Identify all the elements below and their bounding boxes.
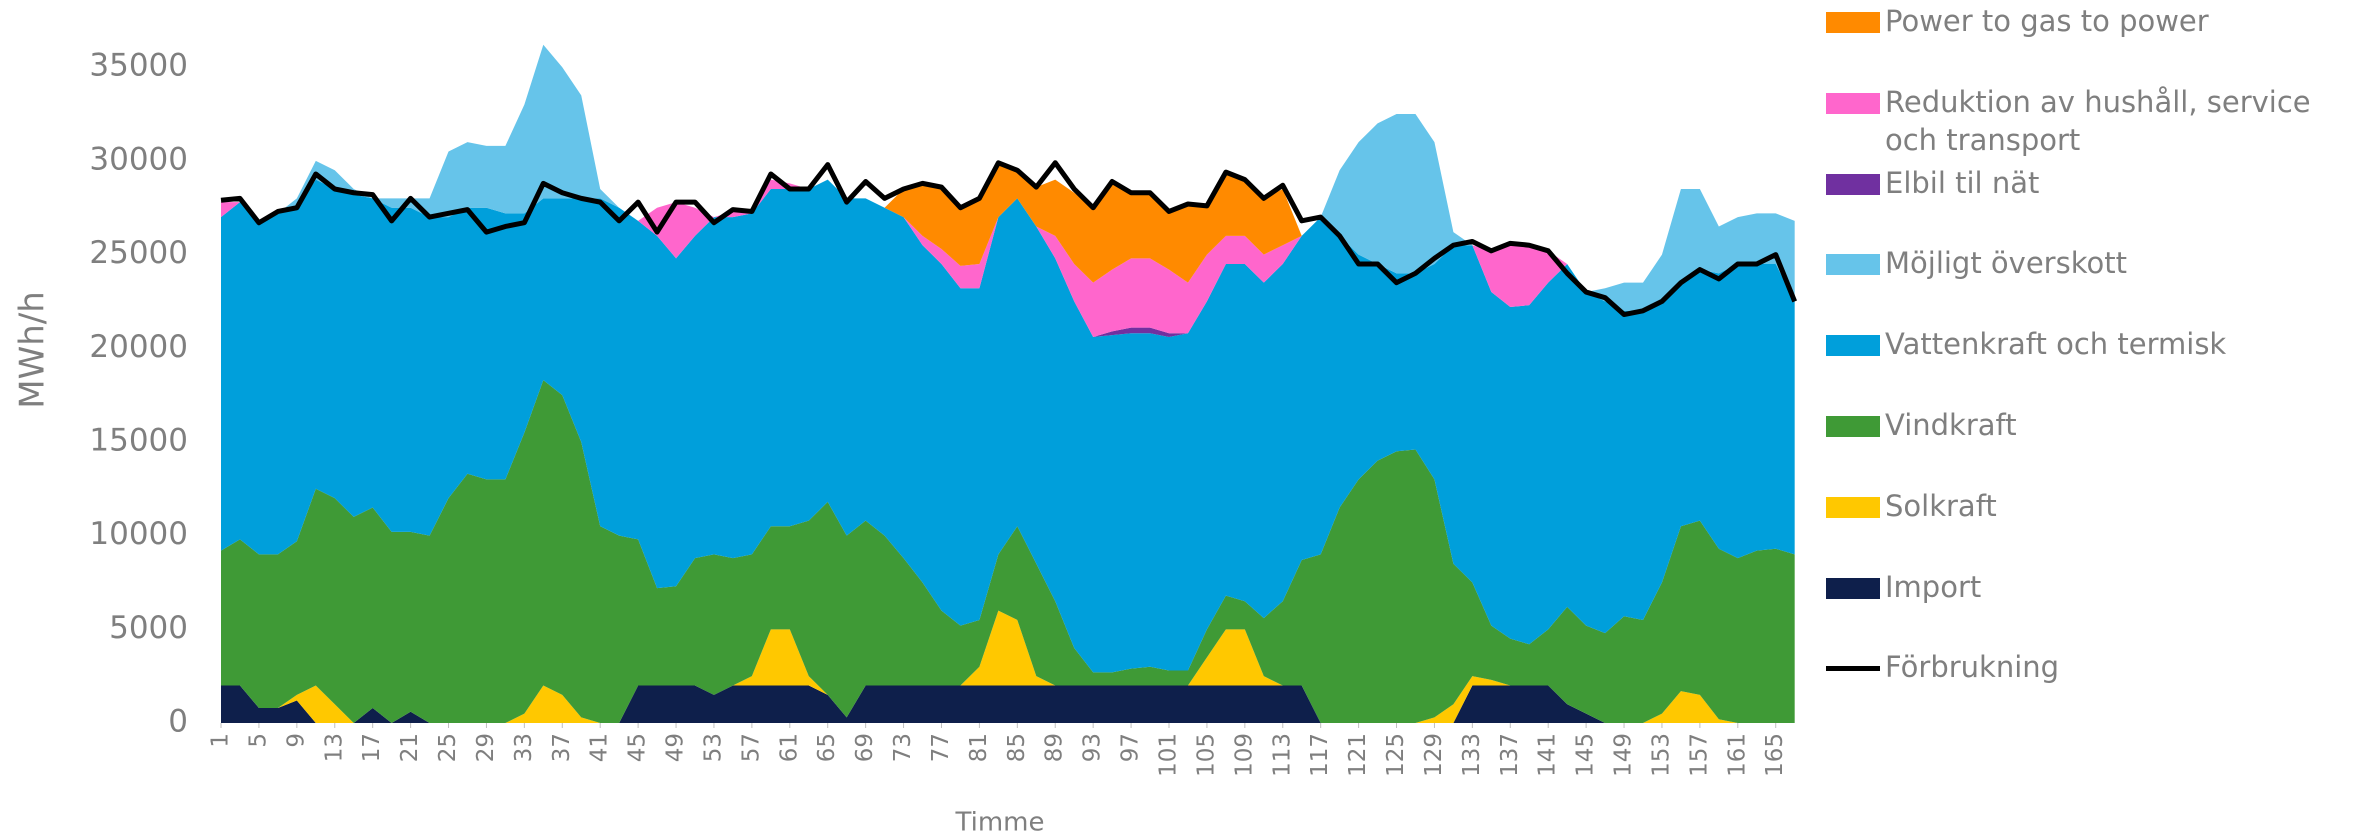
x-tick-label: 93	[1080, 733, 1106, 762]
x-tick-label: 161	[1724, 733, 1750, 777]
legend-label: Reduktion av hushåll, service och transp…	[1885, 84, 2311, 157]
legend-swatch	[1826, 335, 1880, 357]
x-tick-label: 33	[511, 733, 537, 762]
x-tick-label: 77	[928, 733, 954, 762]
legend-label: Elbil til nät	[1885, 165, 2040, 200]
x-tick-label: 5	[245, 733, 271, 748]
legend-label: Power to gas to power	[1885, 4, 2209, 38]
x-tick-label: 65	[814, 733, 840, 762]
legend-label: Möjligt överskott	[1885, 246, 2127, 281]
legend-item: Förbrukning	[1826, 648, 2365, 686]
legend-swatch	[1826, 577, 1880, 599]
legend-item: Elbil til nät	[1826, 164, 2365, 202]
x-tick-label: 69	[852, 733, 878, 762]
x-tick-label: 85	[1004, 733, 1030, 762]
legend-item: Vattenkraft och termisk	[1826, 325, 2365, 363]
x-tick-label: 137	[1497, 733, 1523, 777]
legend-swatch	[1826, 254, 1880, 276]
legend-item: Vindkraft	[1826, 406, 2365, 444]
x-tick-label: 29	[473, 733, 499, 762]
x-tick-label: 1	[208, 733, 234, 748]
x-tick-label: 121	[1345, 733, 1371, 777]
x-tick-label: 141	[1535, 733, 1561, 777]
x-tick-label: 61	[776, 733, 802, 762]
y-tick-label: 35000	[89, 48, 188, 84]
x-tick-label: 153	[1648, 733, 1674, 777]
y-tick-label: 15000	[89, 422, 188, 458]
x-tick-label: 57	[738, 733, 764, 762]
y-tick-label: 5000	[109, 610, 188, 646]
x-tick-label: 157	[1686, 733, 1712, 777]
x-tick-label: 9	[283, 733, 309, 748]
x-tick-label: 149	[1611, 733, 1637, 777]
x-tick-label: 17	[359, 733, 385, 762]
x-tick-label: 37	[549, 733, 575, 762]
area	[221, 685, 1795, 723]
x-tick-label: 109	[1231, 733, 1257, 777]
legend-label: Vindkraft	[1885, 408, 2017, 442]
line	[220, 160, 1797, 318]
x-tick-label: 45	[625, 733, 651, 762]
legend-label: Förbrukning	[1885, 650, 2060, 685]
y-tick-label: 0	[168, 704, 188, 740]
legend-label: Import	[1885, 569, 1982, 604]
legend-swatch	[1826, 173, 1880, 195]
x-tick-label: 101	[1156, 733, 1182, 777]
x-tick-label: 89	[1042, 733, 1068, 762]
y-tick-label: 20000	[89, 329, 188, 365]
x-tick-label: 145	[1573, 733, 1599, 777]
x-tick-label: 105	[1193, 733, 1219, 777]
x-tick-label: 21	[397, 733, 423, 762]
area	[221, 380, 1795, 723]
legend-swatch	[1826, 12, 1880, 33]
legend-item: Reduktion av hushåll, service och transp…	[1826, 83, 2365, 159]
y-axis-label: MWh/h	[13, 291, 53, 409]
x-tick-label: 53	[700, 733, 726, 762]
area	[221, 179, 1795, 673]
legend-label: Vattenkraft och termisk	[1885, 327, 2227, 362]
x-tick-label: 41	[587, 733, 613, 762]
lines	[220, 160, 1797, 318]
x-tick-label: 165	[1762, 733, 1788, 777]
x-axis-label: Timme	[955, 808, 1045, 835]
x-tick-label: 81	[966, 733, 992, 762]
legend-item: Import	[1826, 568, 2365, 606]
legend-item: Solkraft	[1826, 487, 2365, 525]
legend-item: Möjligt överskott	[1826, 244, 2365, 282]
x-tick-label: 133	[1459, 733, 1485, 777]
y-tick-label: 30000	[89, 141, 188, 177]
area	[221, 610, 1795, 723]
x-tick-label: 117	[1307, 733, 1333, 777]
areas	[221, 44, 1795, 723]
x-tick-label: 49	[663, 733, 689, 762]
x-tick-label: 13	[321, 733, 347, 762]
legend-item: Power to gas to power	[1826, 2, 2365, 40]
x-tick-label: 73	[890, 733, 916, 762]
legend-swatch	[1826, 416, 1880, 437]
x-tick-label: 125	[1383, 733, 1409, 777]
legend-label: Solkraft	[1885, 488, 1997, 523]
y-tick-label: 25000	[89, 235, 188, 271]
area	[221, 44, 1795, 338]
x-tick-label: 97	[1118, 733, 1144, 762]
legend-line	[1826, 666, 1880, 672]
x-tick-label: 113	[1269, 733, 1295, 777]
y-tick-label: 10000	[89, 516, 188, 552]
x-tick-label: 25	[435, 733, 461, 762]
legend-swatch	[1826, 92, 1880, 114]
legend-swatch	[1826, 496, 1880, 518]
x-tick-label: 129	[1421, 733, 1447, 777]
